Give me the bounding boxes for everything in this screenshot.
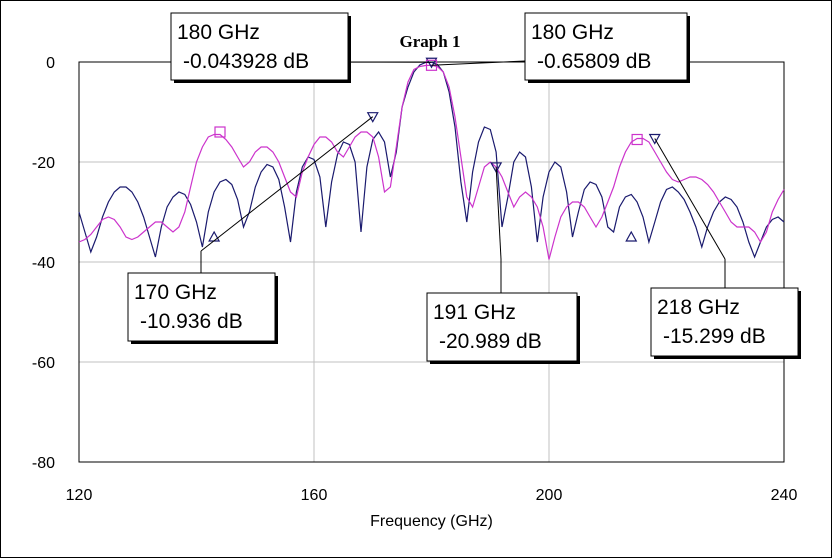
series-line-1 [78, 61, 785, 259]
marker-annotation: 218 GHz -15.299 dB [650, 138, 801, 359]
x-tick-label: 240 [771, 487, 798, 504]
marker-box [426, 292, 578, 362]
triangle-marker [625, 230, 638, 242]
square-marker [214, 126, 226, 138]
marker-annotation: 191 GHz -20.989 dB [426, 166, 580, 364]
triangle-marker [490, 162, 503, 174]
y-tick-label: -40 [32, 255, 55, 272]
marker-annotation: 180 GHz -0.043928 dB [170, 12, 432, 83]
marker-frequency: 170 GHz [134, 281, 217, 304]
x-tick-label: 120 [66, 487, 93, 504]
triangle-marker [648, 133, 661, 145]
marker-value: -15.299 dB [663, 325, 766, 348]
series-layer [78, 61, 785, 260]
marker-box [127, 272, 276, 342]
marker-value: -20.989 dB [439, 330, 542, 353]
marker-value: -0.65809 dB [537, 50, 651, 73]
symbols-layer [208, 57, 661, 242]
marker-box [524, 12, 688, 81]
leader-line [431, 60, 526, 66]
marker-frequency: 180 GHz [531, 21, 614, 44]
marker-value: -0.043928 dB [183, 50, 309, 73]
y-tick-label: -20 [32, 155, 55, 172]
y-tick-label: -60 [32, 355, 55, 372]
marker-annotations: 180 GHz -0.043928 dB 180 GHz -0.65809 dB 170… [127, 12, 801, 364]
marker-annotation: 180 GHz -0.65809 dB [431, 12, 690, 83]
marker-frequency: 191 GHz [433, 301, 516, 324]
triangle-marker [425, 57, 438, 69]
tick-labels: 120 160 200 240 0 -20 -40 -60 -80 [32, 55, 798, 504]
leader-line [495, 166, 502, 260]
graph-title: Graph 1 [400, 32, 461, 51]
marker-box [650, 287, 799, 357]
leader-line [654, 138, 726, 260]
marker-frequency: 218 GHz [657, 296, 740, 319]
grid [79, 62, 784, 462]
x-axis-label: Frequency (GHz) [370, 513, 493, 530]
marker-annotation: 170 GHz -10.936 dB [127, 116, 374, 344]
y-tick-label: 0 [46, 55, 55, 72]
series-line-2 [78, 64, 785, 260]
square-marker [631, 133, 643, 146]
marker-frequency: 180 GHz [177, 21, 260, 44]
marker-box [170, 12, 349, 81]
leader-line [200, 116, 374, 252]
x-tick-label: 160 [301, 487, 328, 504]
marker-value: -10.936 dB [140, 310, 243, 333]
triangle-marker [366, 112, 379, 123]
x-tick-label: 200 [536, 487, 563, 504]
triangle-marker [208, 230, 221, 242]
y-tick-label: -80 [32, 455, 55, 472]
